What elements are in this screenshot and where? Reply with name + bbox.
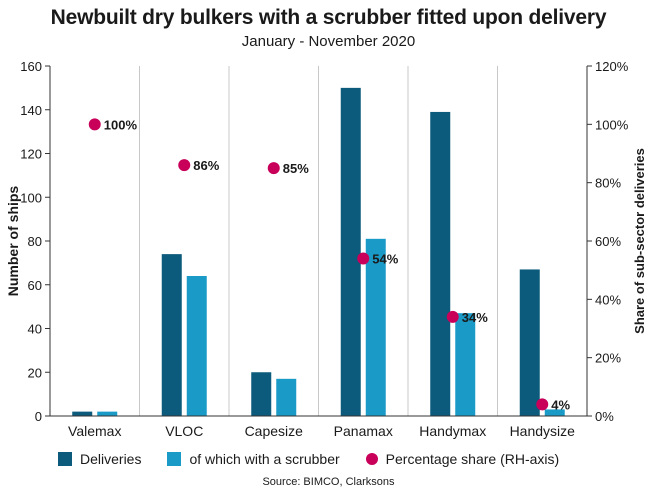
y-axis-title-right: Share of sub-sector deliveries <box>632 148 647 334</box>
x-tick-label: Handysize <box>510 423 576 439</box>
legend-label-deliveries: Deliveries <box>80 451 142 467</box>
chart-title: Newbuilt dry bulkers with a scrubber fit… <box>50 6 607 29</box>
plot-area: Valemax VLOC Capesize Panamax Handymax Handys… <box>5 59 647 439</box>
y-tick-label-right: 60% <box>595 234 621 249</box>
legend-swatch-percentage <box>365 453 378 465</box>
bar-deliveries-valemax <box>72 411 93 416</box>
bar-scrubber-handymax <box>455 313 476 416</box>
legend-label-scrubber: of which with a scrubber <box>189 451 340 467</box>
y-tick-label-right: 80% <box>595 176 621 191</box>
point-percentage-panamax <box>357 252 370 265</box>
y-tick-label-right: 20% <box>595 351 621 366</box>
data-label-percentage: 4% <box>551 397 570 412</box>
bar-scrubber-capesize <box>276 378 297 416</box>
bar-deliveries-panamax <box>340 87 361 416</box>
bar-deliveries-handysize <box>519 269 540 416</box>
y-tick-label-left: 140 <box>20 103 42 118</box>
bar-deliveries-vloc <box>161 254 182 416</box>
bar-scrubber-valemax <box>97 411 118 416</box>
y-tick-label-right: 40% <box>595 292 621 307</box>
y-tick-label-left: 160 <box>20 59 42 74</box>
point-percentage-handysize <box>536 398 549 411</box>
point-percentage-capesize <box>267 162 280 175</box>
bar-scrubber-vloc <box>186 276 207 416</box>
y-tick-label-left: 20 <box>28 365 42 380</box>
y-tick-label-left: 60 <box>28 278 42 293</box>
y-tick-label-right: 0% <box>595 409 614 424</box>
x-tick-label: Handymax <box>419 423 486 439</box>
y-tick-label-right: 100% <box>595 117 629 132</box>
y-tick-label-left: 120 <box>20 147 42 162</box>
data-label-percentage: 86% <box>193 158 219 173</box>
bar-scrubber-handysize <box>544 409 565 416</box>
data-label-percentage: 85% <box>283 161 309 176</box>
legend-item-scrubber: of which with a scrubber <box>167 451 340 467</box>
bar-scrubber-panamax <box>365 238 386 416</box>
legend-label-percentage: Percentage share (RH-axis) <box>385 451 560 467</box>
x-tick-label: Capesize <box>245 423 304 439</box>
data-label-percentage: 54% <box>372 252 398 267</box>
y-tick-label-left: 0 <box>35 409 42 424</box>
point-percentage-vloc <box>178 159 191 172</box>
bar-deliveries-handymax <box>430 111 451 416</box>
legend-swatch-scrubber <box>167 452 182 466</box>
chart-subtitle: January - November 2020 <box>241 33 416 50</box>
data-label-percentage: 34% <box>462 310 488 325</box>
y-tick-label-left: 40 <box>28 322 42 337</box>
point-percentage-valemax <box>88 118 101 131</box>
y-tick-label-right: 120% <box>595 59 629 74</box>
point-percentage-handymax <box>446 310 459 323</box>
source-note: Source: BIMCO, Clarksons <box>262 476 395 488</box>
data-label-percentage: 100% <box>104 117 138 132</box>
y-axis-title-left: Number of ships <box>5 186 21 297</box>
legend-item-percentage: Percentage share (RH-axis) <box>365 451 560 467</box>
legend-swatch-deliveries <box>58 452 72 466</box>
legend-item-deliveries: Deliveries <box>58 451 141 467</box>
x-tick-label: VLOC <box>165 423 203 439</box>
bar-deliveries-capesize <box>251 372 272 416</box>
y-tick-label-left: 80 <box>28 234 42 249</box>
x-tick-label: Valemax <box>68 423 121 439</box>
x-tick-label: Panamax <box>334 423 393 439</box>
legend: Deliveries of which with a scrubber Perc… <box>58 449 638 469</box>
y-tick-label-left: 100 <box>20 190 42 205</box>
